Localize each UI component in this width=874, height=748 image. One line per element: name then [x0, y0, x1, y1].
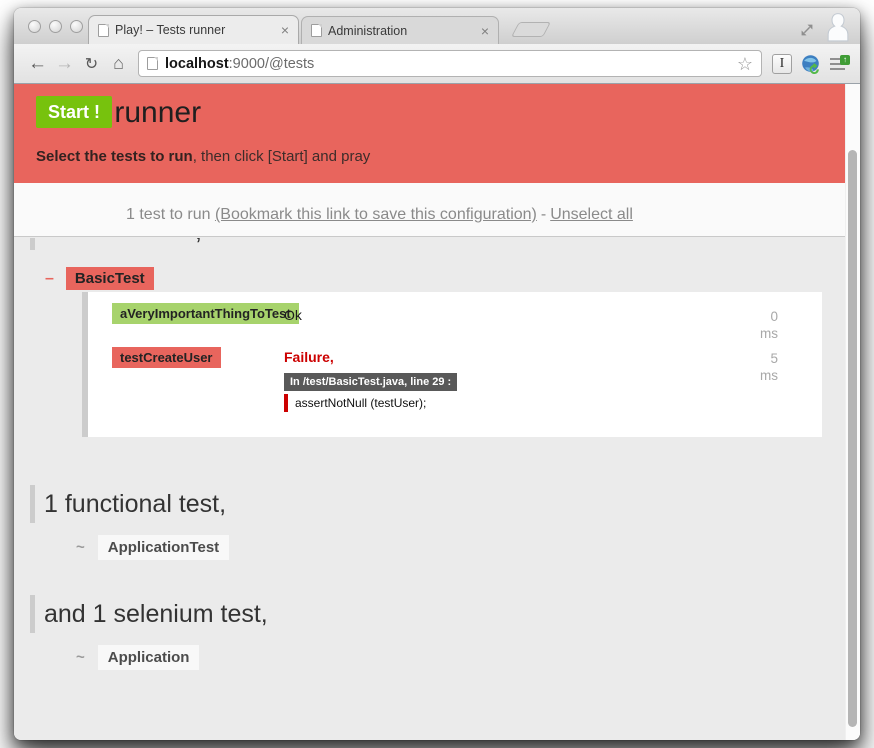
extension-i-icon[interactable]: I	[772, 53, 792, 74]
page-favicon	[98, 23, 109, 37]
new-tab-button[interactable]	[511, 22, 551, 37]
tab-bar: Play! – Tests runner × Administration ×	[14, 8, 860, 44]
bookmark-config-link[interactable]: (Bookmark this link to save this configu…	[214, 206, 537, 223]
close-window-button[interactable]	[28, 20, 41, 33]
test-name-badge-fail[interactable]: testCreateUser	[112, 347, 221, 368]
suite-name-badge[interactable]: BasicTest	[65, 267, 154, 290]
separator-dash: -	[540, 206, 547, 223]
address-bar[interactable]: localhost:9000/@tests ☆	[138, 50, 762, 77]
run-toolbar	[14, 183, 845, 237]
tab-tests-runner[interactable]: Play! – Tests runner ×	[88, 15, 299, 44]
globe-extension-icon[interactable]	[801, 54, 821, 74]
suite-applicationtest-row: ~ ApplicationTest	[76, 535, 230, 560]
clipped-heading-fragment: ,	[30, 238, 310, 250]
page-subtitle: Select the tests to run, then click [Sta…	[36, 148, 370, 165]
browser-window: Play! – Tests runner × Administration × …	[14, 8, 860, 740]
start-button[interactable]: Start !	[36, 96, 113, 128]
browser-toolbar: ← → ↻ ⌂ localhost:9000/@tests ☆ I ↑	[14, 44, 860, 84]
page-icon	[147, 57, 158, 70]
forward-button[interactable]: →	[55, 52, 74, 74]
home-button[interactable]: ⌂	[113, 53, 124, 73]
tests-count-label: 1 test to run	[126, 206, 211, 223]
test-status-failure: Failure,	[284, 349, 334, 365]
close-tab-icon[interactable]: ×	[280, 22, 289, 38]
profile-avatar-icon[interactable]	[825, 12, 851, 42]
tab-administration[interactable]: Administration ×	[301, 16, 499, 44]
suite-name-badge[interactable]: ApplicationTest	[97, 535, 230, 560]
menu-extension-icon[interactable]: ↑	[830, 54, 850, 74]
test-name-badge-pass[interactable]: aVeryImportantThingToTest	[112, 303, 299, 324]
minimize-window-button[interactable]	[49, 20, 62, 33]
suite-basictest-row: – BasicTest	[45, 267, 154, 290]
extension-icons: I ↑	[772, 53, 850, 74]
fullscreen-arrows-icon[interactable]	[798, 21, 816, 39]
failure-location-badge: In /test/BasicTest.java, line 29 :	[284, 373, 458, 391]
reload-button[interactable]: ↻	[84, 55, 99, 73]
url-text: localhost:9000/@tests	[165, 56, 314, 72]
tab-title: Play! – Tests runner	[115, 23, 226, 37]
run-info: 1 test to run (Bookmark this link to sav…	[126, 206, 633, 224]
update-arrow-icon: ↑	[840, 54, 850, 65]
scrollbar-track[interactable]	[845, 84, 860, 740]
test-duration: 0 ms	[732, 308, 778, 342]
duration-value: 5	[770, 351, 778, 366]
page-header: Tests runner Select the tests to run, th…	[14, 84, 845, 183]
collapsed-tilde-icon: ~	[76, 649, 85, 666]
heading-left-bar	[30, 238, 35, 250]
test-status-ok: Ok	[284, 307, 302, 323]
page-favicon	[311, 24, 322, 37]
duration-unit: ms	[760, 368, 778, 383]
unselect-all-link[interactable]: Unselect all	[550, 206, 633, 223]
subtitle-bold: Select the tests to run	[36, 148, 193, 165]
suite-name-badge[interactable]: Application	[97, 645, 200, 670]
zoom-window-button[interactable]	[70, 20, 83, 33]
clipped-comma: ,	[195, 238, 202, 246]
duration-unit: ms	[760, 326, 778, 341]
close-tab-icon[interactable]: ×	[480, 22, 489, 39]
selenium-tests-heading: and 1 selenium test,	[30, 595, 268, 633]
suite-application-row: ~ Application	[76, 645, 200, 670]
traffic-lights	[28, 20, 83, 33]
scrollbar-thumb[interactable]	[848, 150, 857, 727]
url-path: :9000/@tests	[228, 55, 315, 72]
collapse-minus-icon[interactable]: –	[45, 269, 54, 287]
duration-value: 0	[770, 309, 778, 324]
tests-runner-page: Tests runner Select the tests to run, th…	[14, 84, 860, 740]
functional-tests-heading: 1 functional test,	[30, 485, 226, 523]
subtitle-rest: , then click [Start] and pray	[192, 148, 371, 165]
test-duration: 5 ms	[732, 350, 778, 384]
collapsed-tilde-icon: ~	[76, 539, 85, 556]
failure-code-line: assertNotNull (testUser);	[284, 394, 426, 412]
url-host: localhost	[165, 55, 229, 72]
tab-title: Administration	[328, 23, 408, 38]
bookmark-star-icon[interactable]: ☆	[736, 53, 753, 74]
back-button[interactable]: ←	[28, 52, 47, 74]
test-results-panel: aVeryImportantThingToTest Ok 0 ms testCr…	[82, 292, 822, 437]
